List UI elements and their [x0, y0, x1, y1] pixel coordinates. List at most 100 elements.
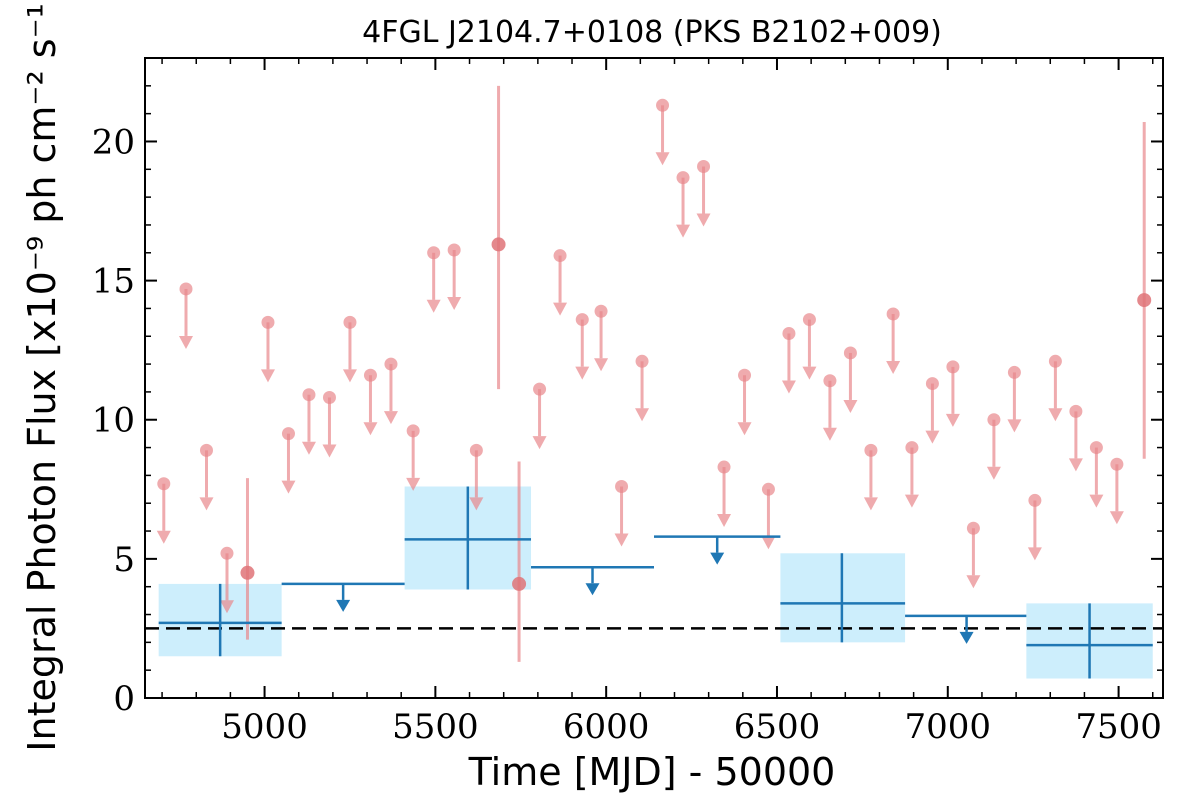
short-bin-upper-limit-point — [843, 346, 857, 360]
short-bin-upper-limit-point — [864, 443, 878, 457]
short-bin-upper-limit-arrowhead — [1007, 419, 1022, 433]
short-bin-upper-limit-arrowhead — [696, 213, 711, 227]
short-bin-upper-limit-point — [157, 477, 171, 491]
short-bin-upper-limit-arrowhead — [1048, 408, 1063, 422]
short-bin-upper-limit-arrowhead — [986, 466, 1001, 480]
x-tick-label: 7000 — [905, 707, 992, 747]
short-bin-upper-limit-point — [575, 313, 589, 327]
short-bin-upper-limit-point — [925, 377, 939, 391]
short-bin-upper-limit-arrowhead — [322, 444, 337, 458]
long-bin-series — [158, 486, 1153, 679]
short-bin-upper-limit-arrowhead — [717, 514, 732, 528]
long-bin-error-boxes — [158, 486, 1153, 679]
x-tick-label: 5000 — [221, 707, 308, 747]
short-bin-upper-limit-point — [635, 354, 649, 368]
short-bin-upper-limit-point — [1089, 441, 1103, 455]
short-bin-upper-limit-arrowhead — [447, 297, 462, 310]
short-bin-upper-limit-arrowhead — [1089, 494, 1104, 508]
short-bin-upper-limit-arrowhead — [199, 497, 214, 511]
short-bin-upper-limit-point — [363, 368, 377, 382]
short-bin-upper-limit-point — [302, 388, 316, 402]
short-bin-series — [156, 85, 1152, 662]
short-bin-upper-limit-arrowhead — [156, 530, 171, 544]
short-bin-upper-limit-point — [533, 382, 547, 396]
short-bin-upper-limit-point — [886, 307, 900, 321]
x-tick-label: 7500 — [1075, 707, 1162, 747]
short-bin-upper-limit-arrowhead — [1027, 547, 1042, 561]
short-bin-upper-limit-arrowhead — [383, 411, 398, 425]
short-bin-upper-limit-point — [343, 315, 357, 329]
y-axis-label: Integral Photon Flux [x10⁻⁹ ph cm⁻² s⁻¹] — [20, 0, 64, 752]
short-bin-upper-limit-point — [966, 521, 980, 535]
plot-frame — [144, 57, 1164, 699]
short-bin-upper-limit-arrowhead — [553, 302, 568, 316]
long-bin-upper-limit-arrowhead — [710, 552, 725, 565]
short-bin-upper-limit-point — [199, 443, 213, 457]
short-bin-upper-limit-arrowhead — [1109, 511, 1124, 525]
short-bin-detection-point — [1137, 293, 1152, 308]
short-bin-upper-limit-arrowhead — [363, 422, 378, 436]
short-bin-upper-limit-point — [1007, 365, 1021, 379]
short-bin-upper-limit-point — [469, 443, 483, 457]
short-bin-upper-limit-point — [261, 315, 275, 329]
short-bin-upper-limit-arrowhead — [281, 480, 296, 494]
long-bin-upper-limit-arrowhead — [959, 631, 974, 644]
chart-title: 4FGL J2104.7+0108 (PKS B2102+009) — [362, 15, 942, 50]
short-bin-upper-limit-arrowhead — [886, 361, 901, 374]
short-bin-upper-limit-arrowhead — [843, 399, 858, 413]
short-bin-detection-point — [512, 576, 527, 591]
x-axis-label: Time [MJD] - 50000 — [468, 750, 836, 794]
short-bin-detection-point — [240, 565, 255, 580]
x-tick-label: 5500 — [392, 707, 479, 747]
short-bin-upper-limit-arrowhead — [945, 413, 960, 427]
short-bin-upper-limit-point — [946, 360, 960, 374]
long-bin-upper-limit-arrowhead — [585, 583, 600, 596]
short-bin-upper-limit-point — [761, 482, 775, 496]
short-bin-upper-limit-point — [615, 480, 629, 494]
short-bin-upper-limit-point — [1110, 457, 1124, 471]
short-bin-upper-limit-point — [447, 243, 461, 257]
short-bin-upper-limit-arrowhead — [614, 533, 629, 547]
short-bin-upper-limit-point — [384, 357, 398, 371]
short-bin-upper-limit-arrowhead — [676, 224, 691, 238]
short-bin-upper-limit-point — [656, 98, 670, 112]
short-bin-upper-limit-point — [823, 374, 837, 388]
short-bin-upper-limit-point — [738, 368, 752, 382]
short-bin-upper-limit-arrowhead — [737, 422, 752, 436]
short-bin-upper-limit-arrowhead — [260, 369, 275, 383]
x-tick-label: 6500 — [734, 707, 821, 747]
short-bin-upper-limit-arrowhead — [594, 358, 609, 372]
short-bin-upper-limit-arrowhead — [761, 536, 776, 550]
short-bin-upper-limit-point — [220, 546, 234, 560]
axis-ticks: 5000 5500 6000 6500 7000 7500 0 5 10 15 20 — [92, 57, 1163, 747]
short-bin-upper-limit-point — [594, 304, 608, 318]
short-bin-upper-limit-point — [717, 460, 731, 474]
short-bin-upper-limit-arrowhead — [655, 152, 670, 166]
short-bin-upper-limit-arrowhead — [1068, 458, 1083, 472]
y-tick-label: 20 — [92, 122, 135, 162]
short-bin-upper-limit-point — [782, 326, 796, 340]
short-bin-upper-limit-point — [281, 427, 295, 441]
short-bin-upper-limit-arrowhead — [342, 369, 357, 383]
short-bin-upper-limit-arrowhead — [966, 575, 981, 589]
short-bin-upper-limit-arrowhead — [822, 427, 837, 441]
short-bin-upper-limit-arrowhead — [301, 441, 316, 455]
short-bin-upper-limit-point — [1069, 404, 1083, 418]
short-bin-upper-limit-arrowhead — [426, 299, 441, 313]
short-bin-upper-limit-point — [553, 249, 567, 263]
short-bin-upper-limit-point — [676, 171, 690, 185]
short-bin-upper-limit-arrowhead — [575, 366, 590, 380]
short-bin-upper-limit-arrowhead — [863, 497, 878, 511]
short-bin-upper-limit-point — [427, 246, 441, 260]
short-bin-upper-limit-arrowhead — [178, 335, 193, 349]
short-bin-upper-limit-point — [697, 160, 711, 174]
short-bin-upper-limit-point — [406, 424, 420, 438]
short-bin-upper-limit-point — [802, 313, 816, 327]
short-bin-upper-limit-point — [179, 282, 193, 296]
y-tick-label: 0 — [113, 679, 135, 719]
short-bin-upper-limit-arrowhead — [406, 477, 421, 491]
short-bin-upper-limit-point — [322, 390, 336, 404]
short-bin-upper-limit-arrowhead — [925, 430, 940, 444]
short-bin-upper-limit-arrowhead — [532, 436, 547, 450]
